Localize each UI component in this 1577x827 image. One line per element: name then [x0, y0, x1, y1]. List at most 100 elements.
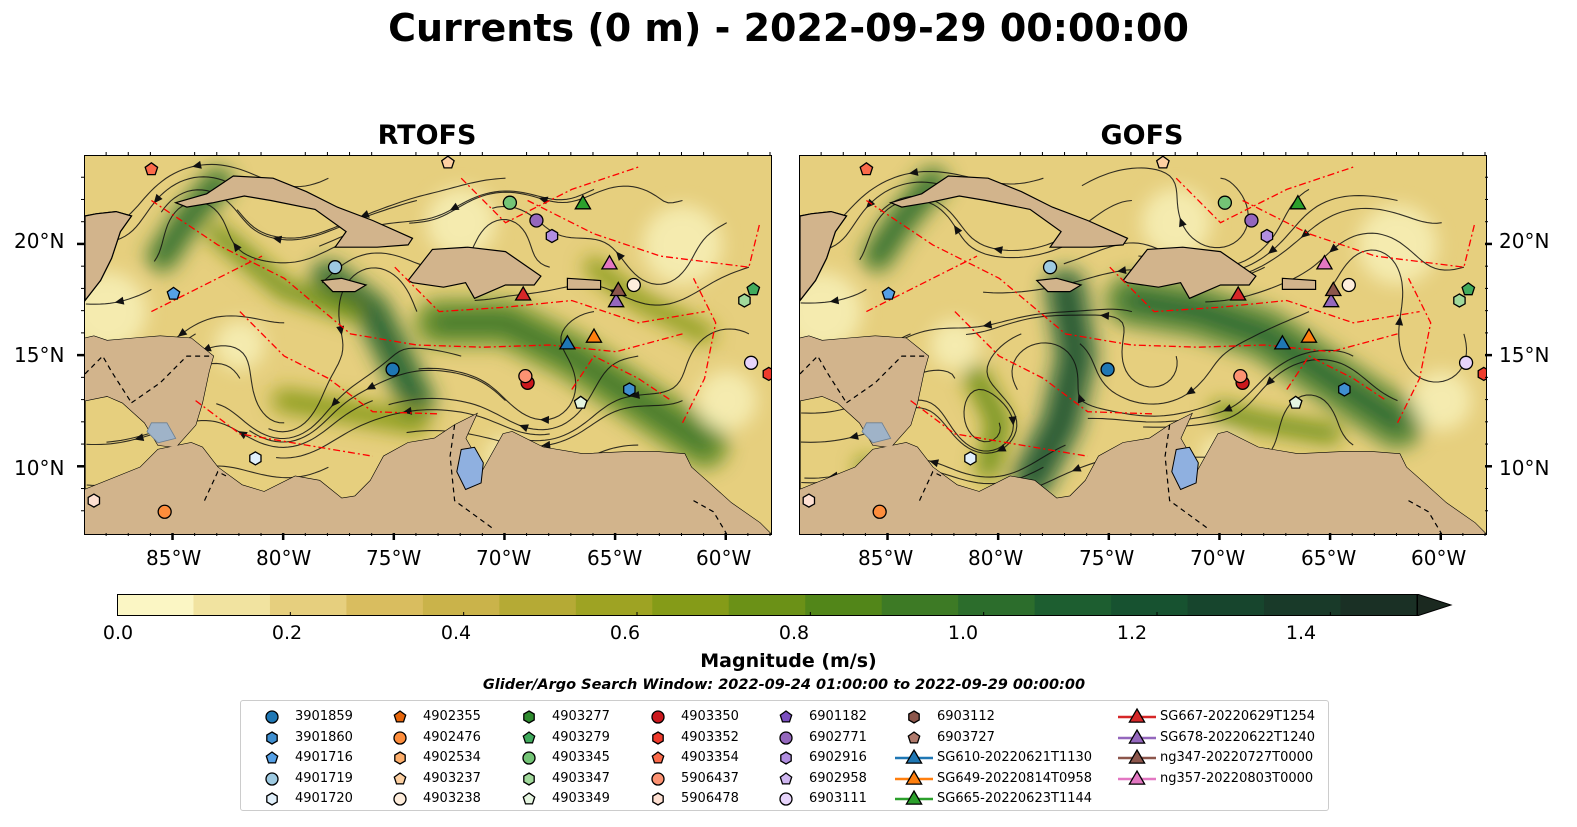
landmass-fill — [800, 336, 929, 534]
legend-label: SG649-20220814T0958 — [937, 770, 1093, 786]
country-border — [918, 470, 942, 501]
eez-line — [954, 311, 1155, 415]
legend-label: 6901182 — [809, 709, 867, 724]
lon-tick-label: 75°W — [1079, 546, 1135, 570]
colorbar-segment — [1187, 594, 1265, 616]
legend-marker-icon — [393, 771, 407, 785]
legend-label: 4903347 — [552, 770, 610, 786]
colorbar-extend-arrow — [1416, 594, 1453, 616]
streamline-arrow — [177, 328, 188, 337]
colorbar-segment — [117, 594, 194, 616]
argo-float-6903111 — [743, 355, 759, 370]
colorbar-tick-label: 0.4 — [440, 622, 472, 644]
legend-marker — [393, 730, 407, 745]
colorbar-segment — [805, 594, 883, 616]
colorbar-segment — [1111, 594, 1189, 616]
lon-tick-label: 70°W — [476, 546, 532, 570]
argo-float-6903111 — [1458, 355, 1474, 370]
glider-SG649-20220814T0958 — [1300, 327, 1318, 343]
legend-marker — [393, 792, 407, 806]
glider-SG667-20220629T1254 — [1229, 285, 1247, 301]
streamline-arrow — [1329, 243, 1339, 253]
country-border — [203, 470, 227, 501]
colorbar-tick-label: 0.6 — [609, 622, 641, 644]
lat-tick-label: 15°N — [1499, 343, 1550, 367]
argo-float-6902771 — [1244, 213, 1259, 228]
streamline-arrow — [192, 160, 202, 169]
eez-line — [681, 278, 717, 424]
lat-tick-label: 20°N — [1499, 229, 1550, 253]
argo-float-4902476 — [157, 504, 172, 519]
eez-line — [866, 199, 1398, 353]
legend-label: ng357-20220803T0000 — [1160, 770, 1314, 786]
colorbar-segment — [575, 594, 653, 616]
glider-ng347-20220727T0000 — [1324, 281, 1343, 297]
argo-float-4902476 — [872, 504, 887, 519]
legend-label: 6903111 — [809, 791, 867, 806]
streamline-arrow — [539, 415, 550, 424]
legend-marker — [523, 710, 535, 724]
colorbar-segment — [422, 594, 500, 616]
legend-marker-icon — [651, 771, 665, 786]
colorbar-label: Magnitude (m/s) — [700, 650, 877, 672]
landmass-fill — [800, 413, 1486, 534]
observations — [87, 156, 771, 519]
legend-marker — [1128, 748, 1146, 764]
legend-marker — [780, 751, 792, 765]
legend-label: 4902355 — [423, 709, 481, 724]
legend-marker — [779, 792, 793, 806]
argo-float-4901716 — [166, 286, 181, 300]
colorbar-segment — [346, 594, 424, 616]
legend-marker-icon — [780, 751, 792, 765]
country-border — [846, 355, 929, 404]
legend-marker-icon — [651, 710, 665, 724]
rtofs-map-svg — [85, 156, 771, 534]
landmass-fill — [85, 336, 214, 534]
legend-marker — [651, 751, 665, 764]
legend-label: ng347-20220727T0000 — [1160, 750, 1314, 765]
legend-marker-icon — [1118, 728, 1156, 744]
streamline-arrow — [237, 431, 248, 440]
legend-marker-icon — [266, 730, 278, 745]
legend-marker — [905, 748, 923, 764]
lon-tick-label: 80°W — [256, 546, 312, 570]
country-border — [693, 500, 728, 534]
eez-line — [527, 199, 761, 268]
legend-marker — [779, 710, 793, 723]
argo-float-5906437 — [518, 368, 533, 384]
landmass — [1122, 246, 1257, 300]
legend-label: 4903352 — [681, 729, 739, 745]
legend-marker — [394, 751, 406, 765]
legend-label: 4903277 — [552, 709, 610, 724]
observations — [802, 156, 1486, 519]
argo-float-3901860 — [1338, 382, 1351, 397]
argo-float-3901860 — [623, 382, 636, 397]
colorbar-segment — [1264, 594, 1342, 616]
streamline-arrow — [982, 320, 993, 329]
streamline-arrow — [114, 296, 125, 305]
colorbar-segment — [881, 594, 959, 616]
colorbar-segment — [193, 594, 271, 616]
lon-tick-label: 80°W — [968, 546, 1024, 570]
country-border — [131, 355, 214, 404]
landmass — [1281, 277, 1317, 290]
legend-marker — [652, 792, 664, 806]
legend-marker — [266, 730, 278, 745]
legend-marker — [522, 792, 536, 805]
argo-float-4901720 — [964, 451, 977, 466]
argo-float-4903349 — [573, 395, 588, 409]
colorbar-tick-label: 0.8 — [778, 622, 810, 644]
streamline-arrow — [1265, 376, 1276, 386]
legend-marker-icon — [522, 730, 536, 744]
colorbar-segment — [652, 594, 730, 616]
argo-float-4903352 — [1477, 366, 1486, 382]
search-window-caption: Glider/Argo Search Window: 2022-09-24 01… — [482, 677, 1086, 693]
eez-boundaries — [85, 166, 761, 534]
landmass — [888, 175, 1129, 248]
legend-label: 3901860 — [295, 729, 353, 745]
landmass — [1035, 277, 1083, 293]
streamline-arrow — [1395, 316, 1404, 326]
legend-marker-icon — [265, 751, 279, 764]
streamline-arrow — [1099, 311, 1110, 320]
